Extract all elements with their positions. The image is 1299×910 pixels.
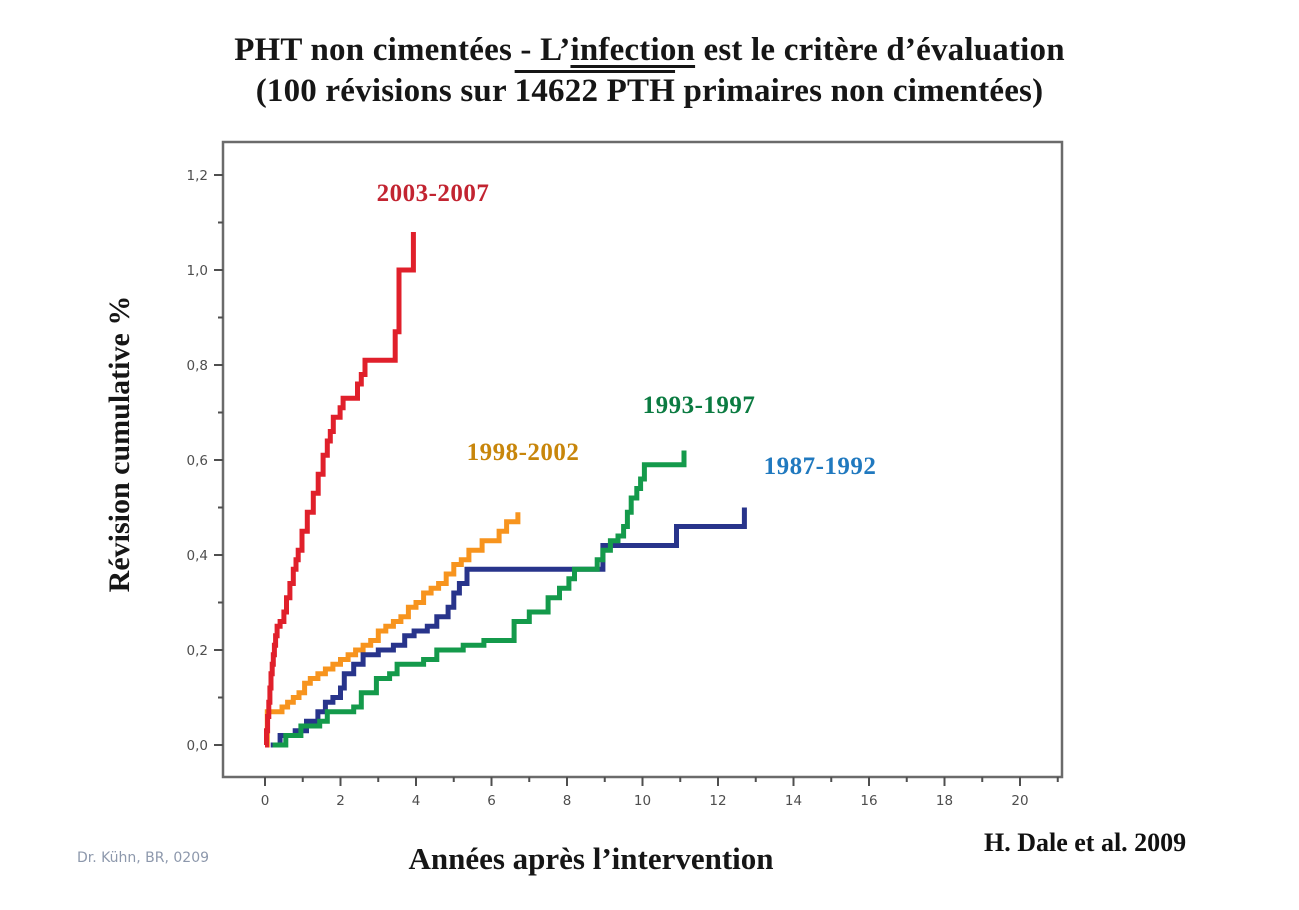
citation-reference: H. Dale et al. 2009 <box>984 828 1187 857</box>
y-tick-label: 0,2 <box>187 643 208 659</box>
y-tick-label: 0,0 <box>187 738 208 754</box>
plot-frame <box>221 140 1064 779</box>
series-path-2003-2007 <box>264 232 416 748</box>
x-tick-label: 6 <box>487 793 496 809</box>
title-infection-underlined: infection <box>570 32 696 68</box>
x-tick-label: 8 <box>563 793 572 809</box>
y-tick-label: 0,6 <box>187 453 208 469</box>
x-tick-label: 0 <box>261 793 270 809</box>
x-tick-label: 16 <box>860 793 877 809</box>
y-tick-label: 1,0 <box>187 263 208 279</box>
series-path-1993-1997 <box>272 450 687 748</box>
y-tick-label: 0,8 <box>187 358 208 374</box>
y-tick-label: 0,4 <box>187 548 208 564</box>
author-credit: Dr. Kühn, BR, 0209 <box>77 850 210 866</box>
x-tick-label: 4 <box>412 793 421 809</box>
x-tick-label: 12 <box>709 793 726 809</box>
y-tick-label: 1,2 <box>187 168 208 184</box>
title-line2-suffix: primaires non cimentées) <box>675 73 1044 109</box>
axis-tick-labels: 0 2 4 6 8 10 12 14 16 18 20 0,0 0,2 0,4 0,6 0,8 1,0 1,2 <box>187 168 1029 809</box>
legend-label-1993-1997: 1993-1997 <box>642 392 756 419</box>
x-tick-label: 18 <box>936 793 953 809</box>
series-path-1998-2002 <box>264 512 521 748</box>
x-tick-label: 14 <box>785 793 802 809</box>
legend-label-2003-2007: 2003-2007 <box>376 180 490 207</box>
axis-ticks <box>214 174 1059 786</box>
chart-title-line1: PHT non cimentées - L’infection est le c… <box>0 30 1299 71</box>
x-tick-label: 2 <box>336 793 345 809</box>
legend-label-1998-2002: 1998-2002 <box>466 439 580 466</box>
title-line2-prefix: (100 révisions sur <box>255 73 515 109</box>
chart-title-line2: (100 révisions sur 14622 PTH primaires n… <box>0 71 1299 112</box>
title-pth-overlined: 14622 PTH <box>514 73 676 109</box>
title-line1-suffix: est le critère d’évaluation <box>695 32 1065 68</box>
title-line1-prefix: PHT non cimentées - L’ <box>234 32 571 68</box>
x-tick-label: 20 <box>1011 793 1028 809</box>
x-tick-label: 10 <box>634 793 651 809</box>
chart-title: PHT non cimentées - L’infection est le c… <box>0 30 1299 112</box>
series-path-1987-1992 <box>270 507 747 748</box>
y-axis-title: Révision cumulative % <box>103 295 136 593</box>
x-axis-title: Années après l’intervention <box>408 841 774 876</box>
legend-label-1987-1992: 1987-1992 <box>763 453 877 480</box>
